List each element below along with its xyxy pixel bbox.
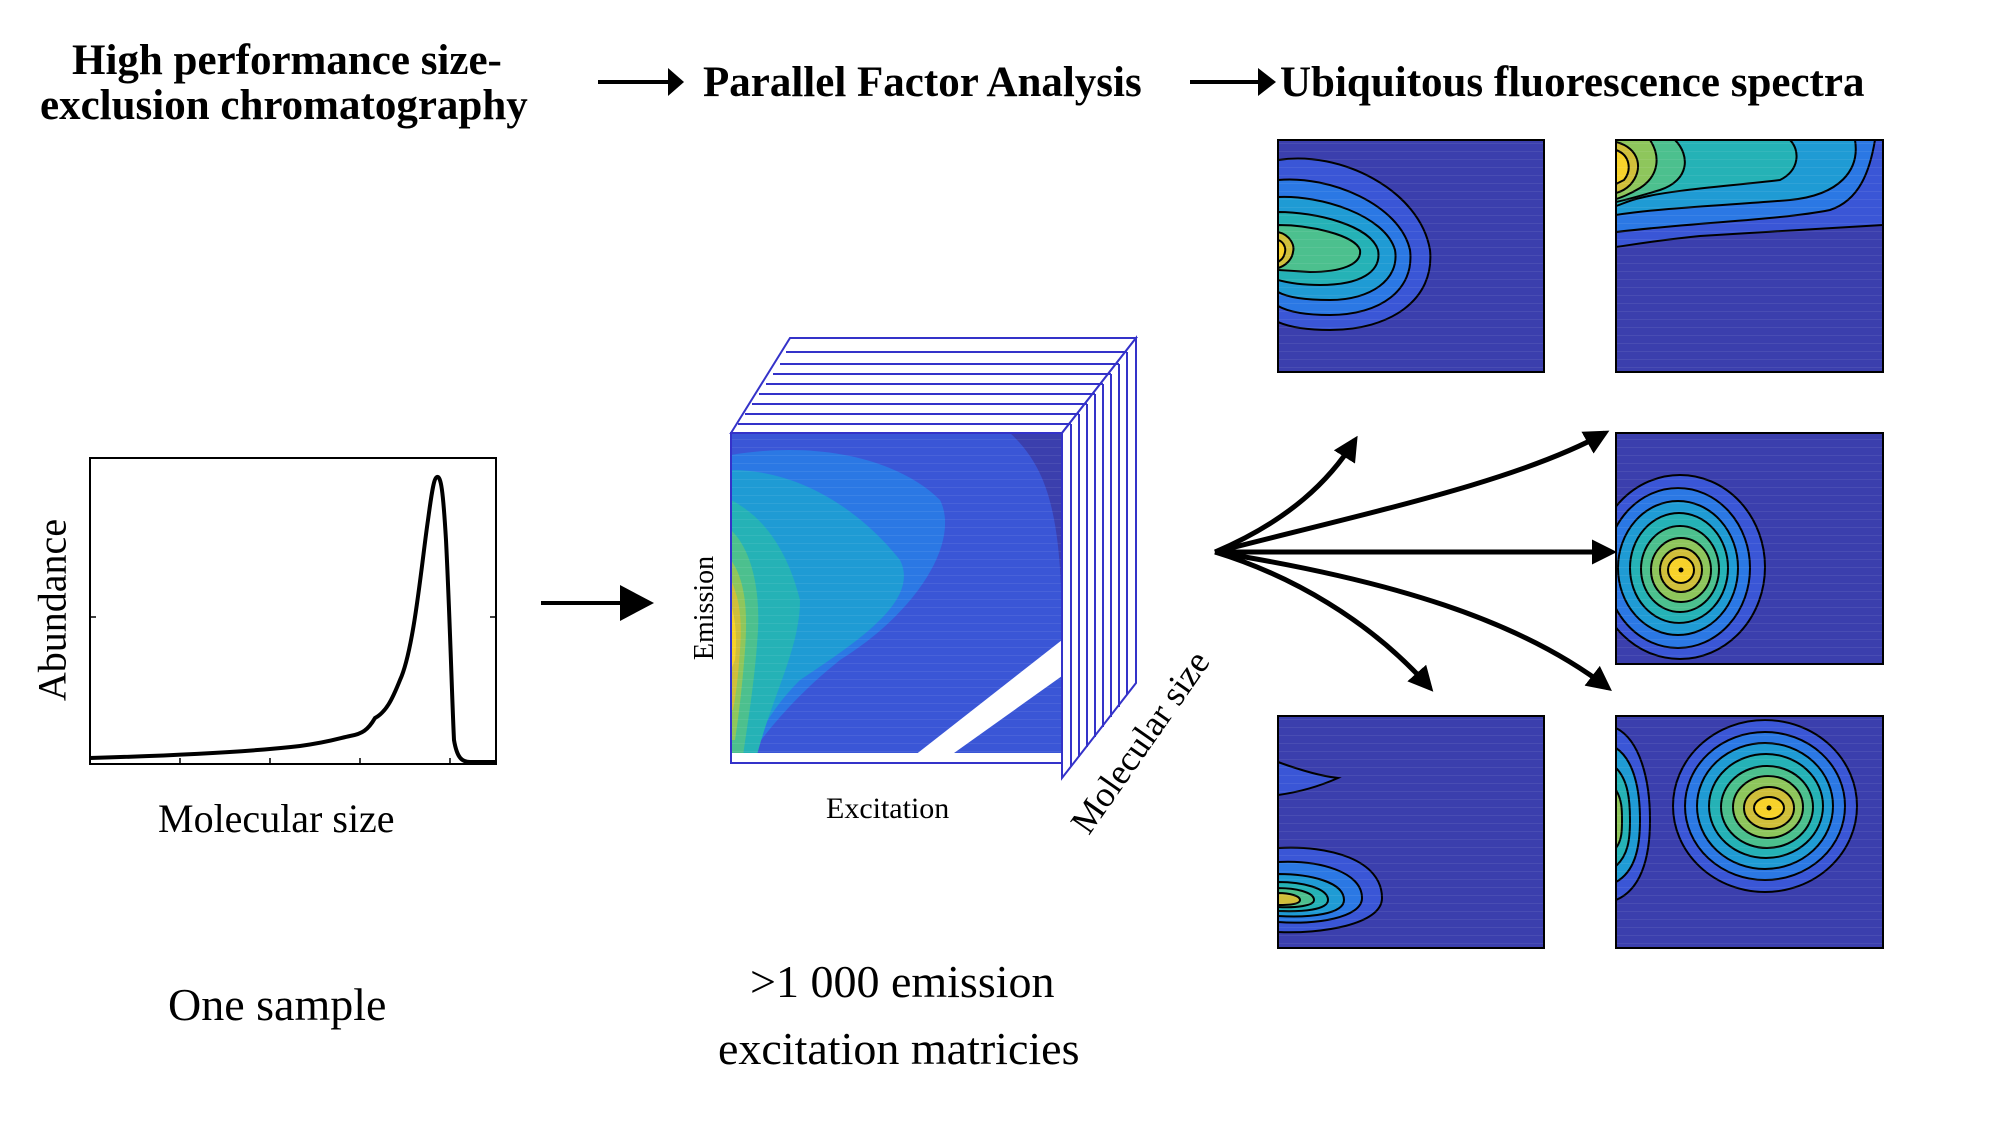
cube-front-face: [731, 433, 1062, 763]
cube-ylabel: Emission: [689, 555, 720, 661]
cube-caption-line2: excitation matricies: [718, 1023, 1080, 1074]
fan-arrow-5: [1214, 549, 1612, 692]
chromatogram-xlabel: Molecular size: [158, 796, 395, 841]
header-step1-line2: exclusion chromatography: [40, 82, 528, 129]
chromatogram-frame: [89, 457, 497, 765]
eem-cube: [729, 335, 1139, 781]
chromatogram-caption: One sample: [168, 979, 387, 1030]
header-step1-line1: High performance size-: [72, 37, 502, 84]
chromatogram-ylabel: Abundance: [29, 518, 75, 702]
fan-arrows: [1214, 430, 1617, 692]
fan-arrow-1: [1214, 435, 1358, 555]
component-2-map: [1616, 140, 1883, 372]
chromatogram-curve: [89, 475, 496, 764]
component-1-map: [1278, 140, 1544, 372]
component-4-map: [1278, 716, 1544, 948]
cube-xlabel: Excitation: [826, 792, 950, 825]
header-arrow-1: [598, 68, 684, 96]
arrow-to-cube: [541, 585, 654, 621]
header-arrow-2: [1190, 68, 1276, 96]
cube-caption-line1: >1 000 emission: [750, 956, 1055, 1007]
chromatogram-plot: [89, 457, 497, 765]
fan-arrow-2: [1214, 430, 1610, 555]
component-3-map: [1616, 433, 1883, 664]
fan-arrow-4: [1214, 549, 1434, 692]
component-5-map: [1616, 716, 1883, 948]
header-step3: Ubiquitous fluorescence spectra: [1280, 59, 1865, 106]
header-step2: Parallel Factor Analysis: [703, 59, 1142, 106]
